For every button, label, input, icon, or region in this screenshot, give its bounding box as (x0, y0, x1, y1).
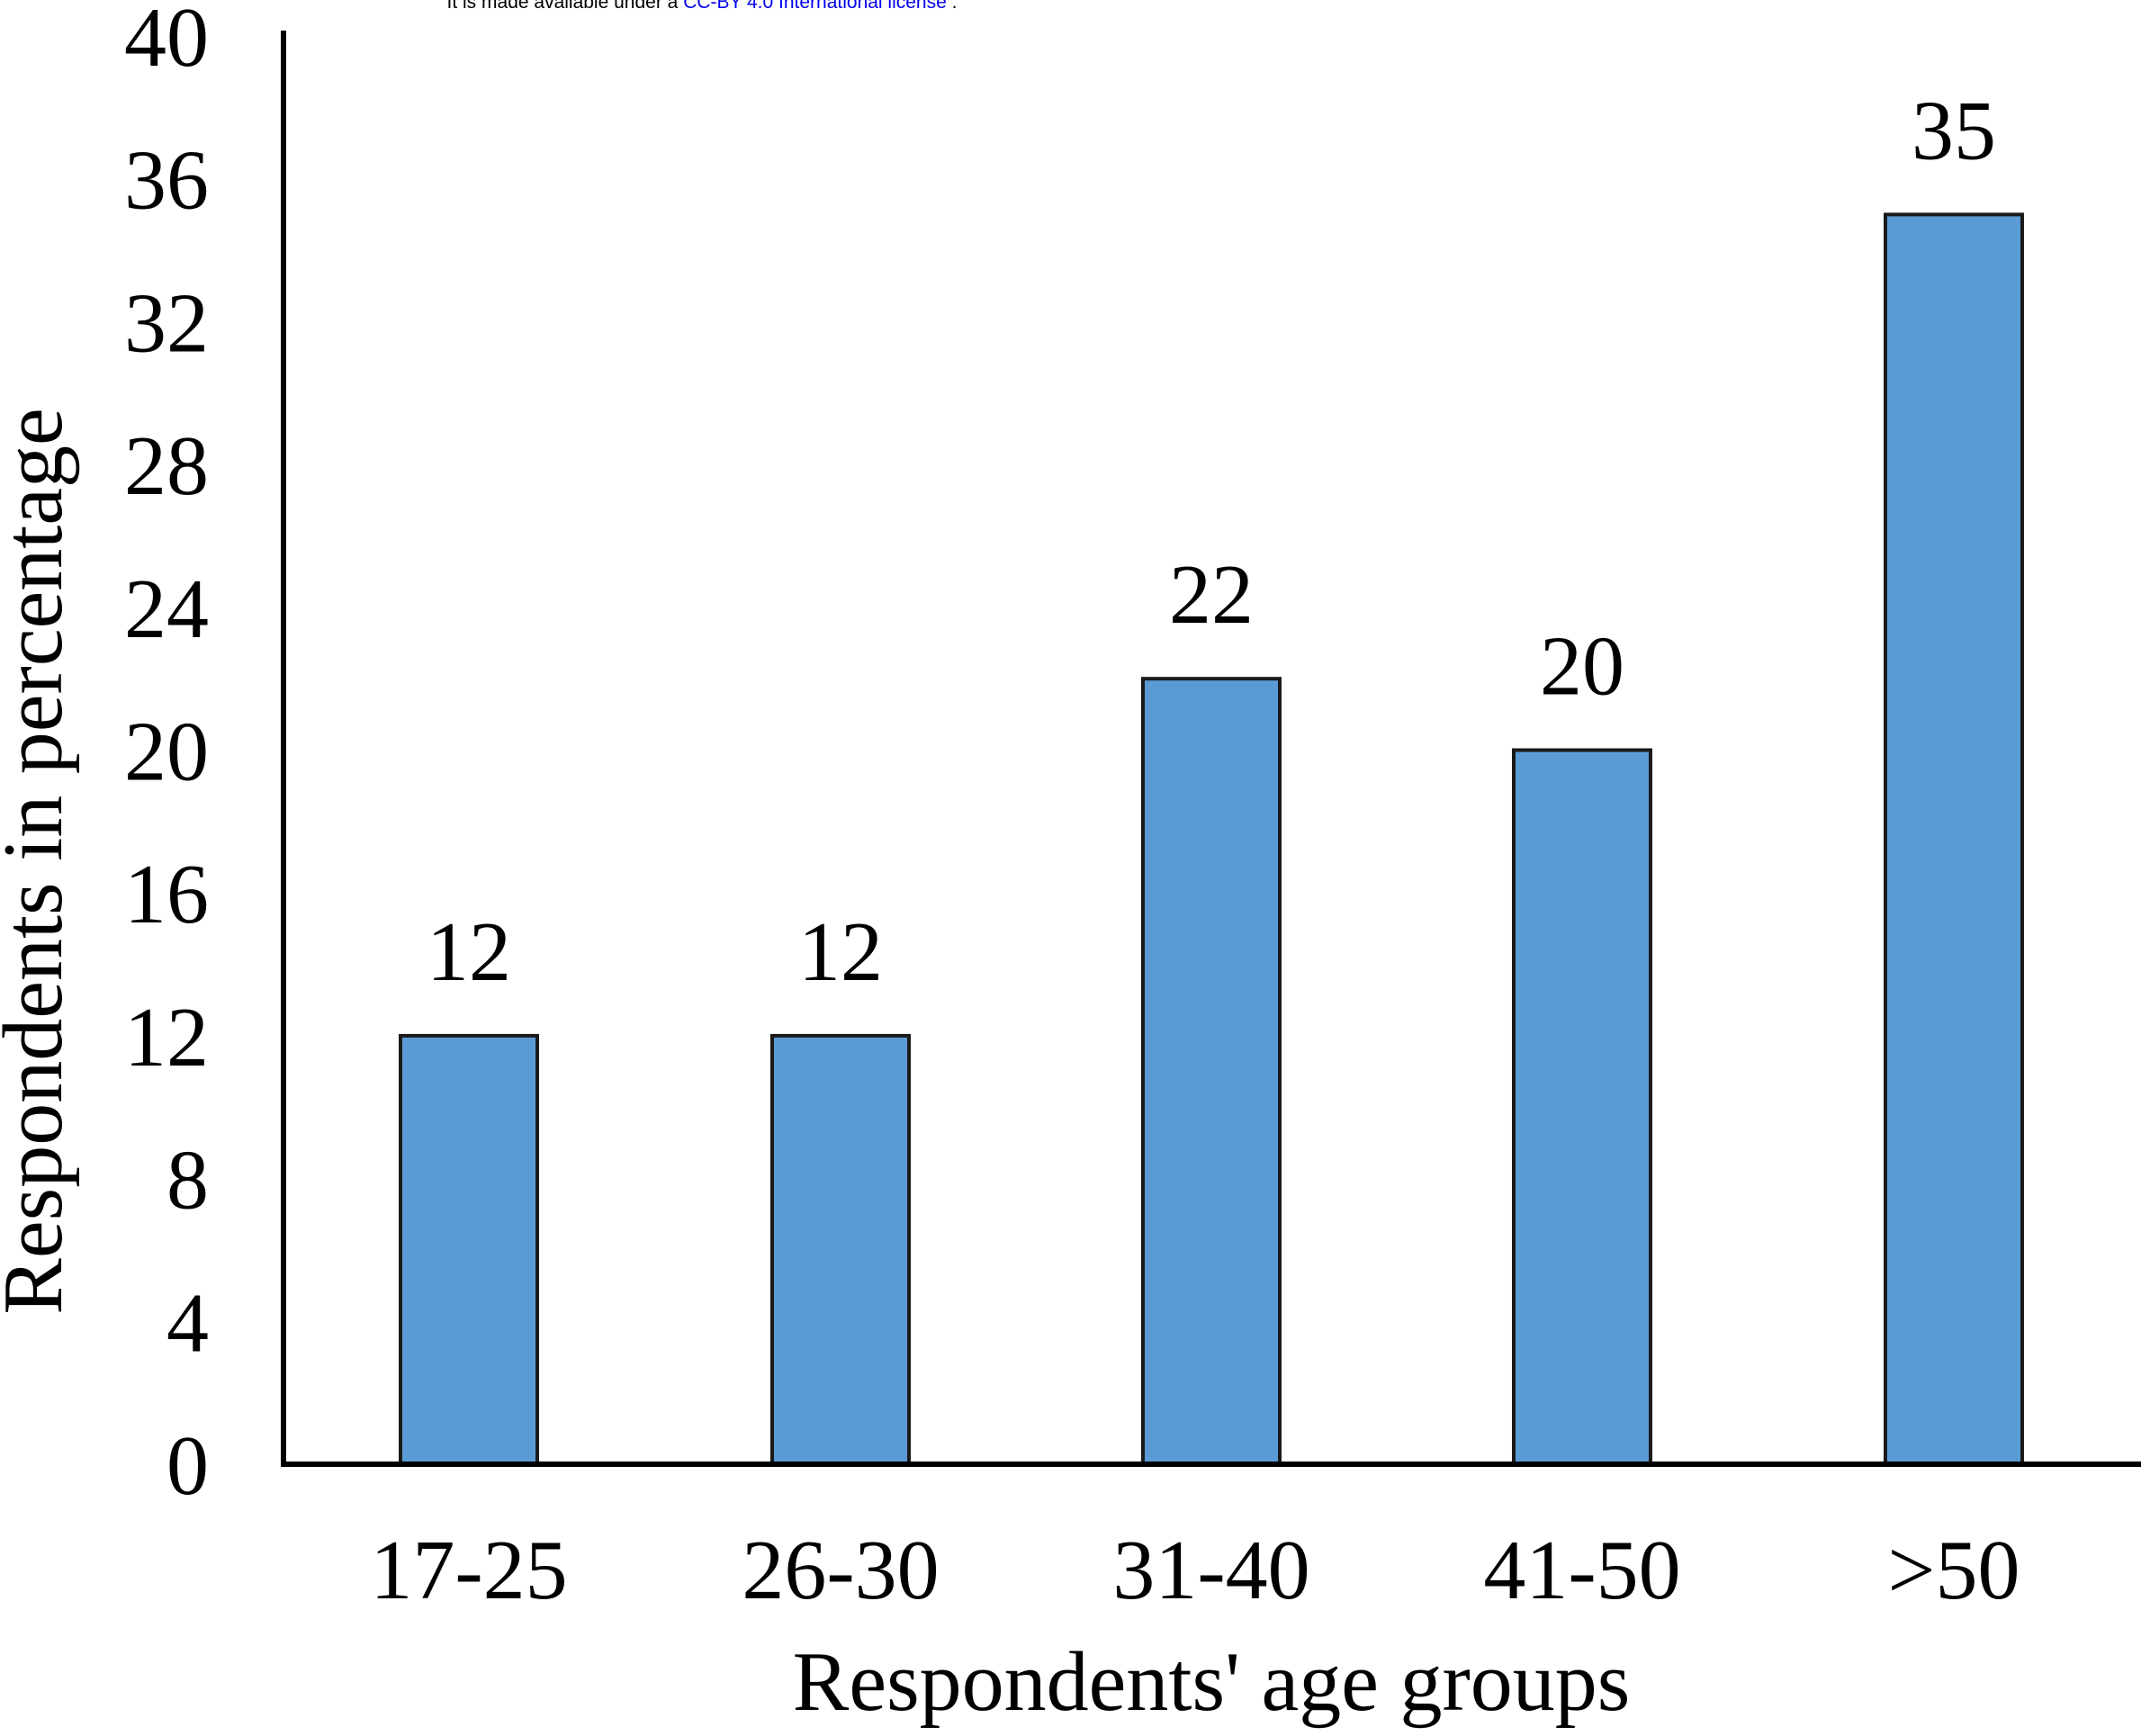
x-tick-label: 26-30 (742, 1524, 939, 1617)
y-tick-label: 8 (166, 1134, 209, 1228)
data-labels-layer: 12 12 22 20 35 (427, 84, 1996, 999)
x-tick-label: 17-25 (370, 1524, 567, 1617)
y-tick-label: 40 (124, 0, 209, 85)
data-label: 12 (798, 905, 883, 999)
y-tick-label: 32 (124, 276, 209, 370)
license-link[interactable]: CC-BY 4.0 International license (683, 0, 947, 13)
y-tick-label: 16 (124, 848, 209, 941)
bar-26-30 (770, 1033, 911, 1467)
bar-17-25 (399, 1033, 539, 1467)
license-suffix: . (951, 0, 958, 13)
y-tick-label: 36 (124, 134, 209, 228)
bar-31-40 (1141, 677, 1282, 1466)
y-tick-label: 4 (166, 1276, 209, 1370)
y-tick-label: 20 (124, 706, 209, 799)
data-label: 12 (427, 905, 511, 999)
data-label: 20 (1540, 620, 1624, 714)
x-tick-label: 41-50 (1483, 1524, 1680, 1617)
x-axis-title: Respondents' age groups (793, 1635, 1631, 1729)
license-prefix: It is made available under a (446, 0, 679, 13)
bars-layer (399, 212, 2024, 1467)
data-label: 22 (1169, 548, 1254, 642)
y-tick-label: 12 (124, 991, 209, 1084)
data-label: 35 (1912, 84, 1996, 177)
y-tick-labels-layer: 0 4 8 12 16 20 24 28 32 36 40 (124, 0, 209, 1513)
bar-41-50 (1512, 748, 1652, 1466)
y-axis-title: Respondents in percentage (0, 408, 80, 1315)
x-tick-label: 31-40 (1112, 1524, 1309, 1617)
x-tick-labels-layer: 17-25 26-30 31-40 41-50 >50 (370, 1524, 2020, 1617)
x-tick-label: >50 (1887, 1524, 2020, 1617)
y-tick-label: 28 (124, 419, 209, 513)
license-notice: It is made available under a CC-BY 4.0 I… (0, 0, 1404, 12)
y-tick-label: 24 (124, 562, 209, 656)
bar->50 (1884, 212, 2024, 1466)
y-tick-label: 0 (166, 1419, 209, 1513)
